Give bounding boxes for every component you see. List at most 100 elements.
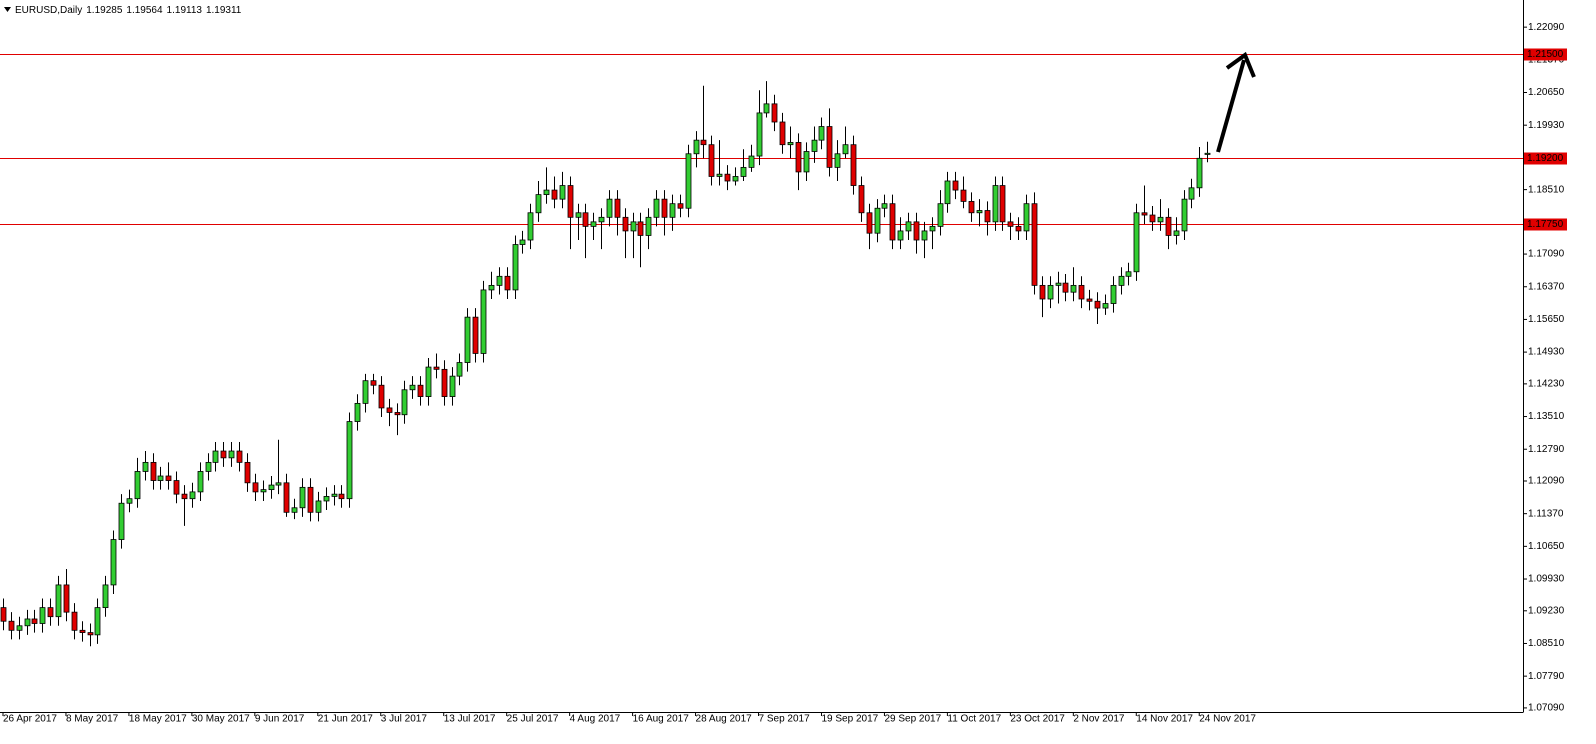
- candle: [47, 598, 54, 626]
- y-tick-label: 1.14230: [1528, 379, 1565, 390]
- candle-body: [63, 584, 70, 613]
- candle: [157, 466, 164, 490]
- candle-body: [425, 366, 432, 397]
- candle-body: [1015, 225, 1022, 232]
- candle: [331, 485, 338, 506]
- candle: [275, 439, 282, 495]
- candle: [268, 476, 275, 499]
- candle: [236, 441, 243, 472]
- candle-body: [1125, 271, 1132, 277]
- candle: [771, 94, 778, 132]
- candle-body: [102, 584, 109, 609]
- candle-body: [126, 498, 133, 504]
- candle-body: [394, 412, 401, 416]
- x-tick-label: 18 May 2017: [129, 714, 187, 725]
- y-tick-label: 1.16370: [1528, 281, 1565, 292]
- candle-body: [47, 607, 54, 618]
- candle: [299, 478, 306, 517]
- candle: [984, 201, 991, 236]
- candle-body: [157, 475, 164, 481]
- candle-body: [1149, 214, 1156, 223]
- candle-body: [401, 389, 408, 416]
- candle: [763, 81, 770, 118]
- header: EURUSD,Daily 1.19285 1.19564 1.19113 1.19311: [15, 5, 242, 16]
- candle-body: [1047, 284, 1054, 300]
- candle: [55, 575, 62, 626]
- candle: [1070, 267, 1077, 302]
- candle-body: [1094, 300, 1101, 309]
- x-tick-label: 3 Jul 2017: [381, 714, 428, 725]
- candle: [480, 280, 487, 363]
- candle: [464, 308, 471, 372]
- candle: [1102, 294, 1109, 315]
- candle: [1110, 276, 1117, 313]
- candle-body: [433, 366, 440, 370]
- candle-body: [622, 216, 629, 232]
- candle: [661, 190, 668, 236]
- candle-body: [1078, 284, 1085, 300]
- candle-body: [456, 362, 463, 377]
- candle-body: [842, 144, 849, 155]
- candle: [173, 471, 180, 504]
- candle-body: [834, 153, 841, 168]
- candle: [866, 203, 873, 250]
- candle: [637, 212, 644, 268]
- candle: [999, 176, 1006, 231]
- candle: [1078, 276, 1085, 309]
- candle: [205, 453, 212, 481]
- candle-body: [1181, 198, 1188, 232]
- x-tick-label: 2 Nov 2017: [1073, 714, 1125, 725]
- x-tick-label: 4 Aug 2017: [570, 714, 621, 725]
- candle: [24, 609, 31, 635]
- candle-body: [708, 144, 715, 177]
- candle-body: [748, 155, 755, 168]
- candle-body: [677, 203, 684, 209]
- candle-body: [818, 126, 825, 141]
- candle-body: [1055, 282, 1062, 286]
- candle: [826, 108, 833, 177]
- candle-body: [291, 507, 298, 513]
- candle-body: [724, 173, 731, 182]
- candle: [496, 267, 503, 295]
- candle-body: [386, 407, 393, 413]
- candle-body: [779, 121, 786, 146]
- candle-body: [551, 189, 558, 200]
- candle-body: [409, 384, 416, 391]
- candle-body: [142, 461, 149, 472]
- candle: [504, 267, 511, 299]
- candle: [944, 171, 951, 213]
- candle: [559, 171, 566, 209]
- candle: [669, 194, 676, 231]
- candle: [976, 199, 983, 227]
- candle-body: [118, 502, 125, 540]
- candle-body: [716, 173, 723, 177]
- y-tick-label: 1.07790: [1528, 671, 1565, 682]
- x-tick-label: 26 Apr 2017: [3, 714, 57, 725]
- candle: [378, 376, 385, 417]
- candle: [622, 208, 629, 259]
- candle: [1196, 146, 1203, 197]
- candle-body: [71, 611, 78, 631]
- candle-body: [55, 584, 62, 618]
- candle: [803, 142, 810, 181]
- x-tick-label: 23 Oct 2017: [1010, 714, 1065, 725]
- candle: [952, 171, 959, 200]
- candle: [1086, 289, 1093, 311]
- candle-body: [1133, 212, 1140, 273]
- candle: [693, 131, 700, 168]
- candle: [685, 144, 692, 218]
- candle: [897, 217, 904, 250]
- candle: [716, 140, 723, 186]
- candle-body: [645, 216, 652, 236]
- candle-body: [519, 239, 526, 245]
- candle: [212, 441, 219, 472]
- candle-body: [1110, 284, 1117, 304]
- candle-body: [338, 493, 345, 500]
- candle-body: [1204, 152, 1211, 155]
- candle-body: [937, 203, 944, 227]
- level-label: 1.17750: [1527, 219, 1564, 230]
- candle: [874, 199, 881, 243]
- candle: [889, 194, 896, 250]
- candle-body: [16, 625, 23, 631]
